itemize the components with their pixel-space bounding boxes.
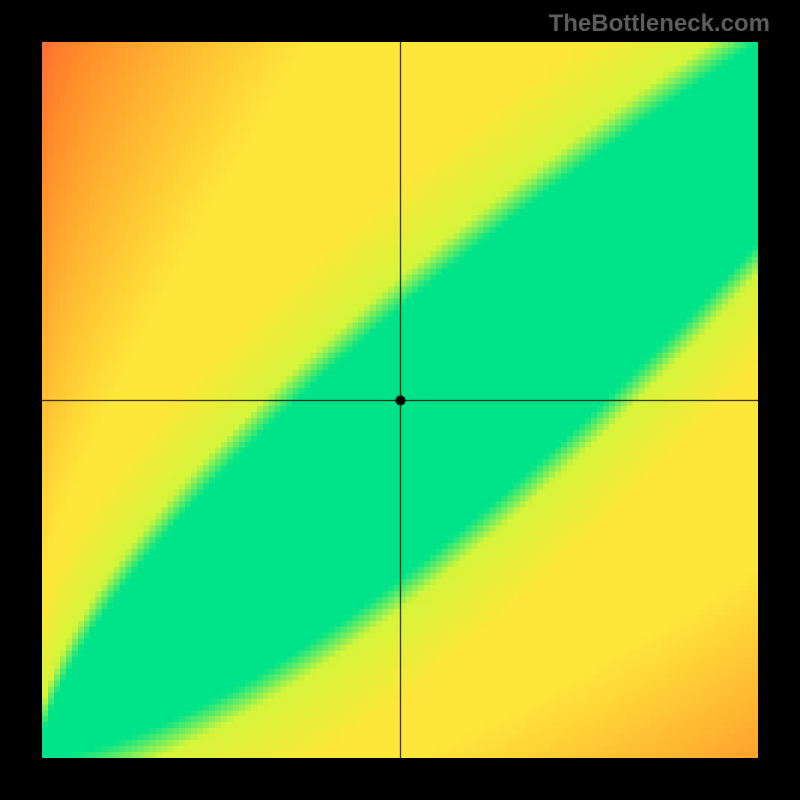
crosshair-overlay bbox=[42, 42, 758, 758]
watermark-label: TheBottleneck.com bbox=[549, 10, 770, 38]
chart-container: TheBottleneck.com bbox=[0, 0, 800, 800]
